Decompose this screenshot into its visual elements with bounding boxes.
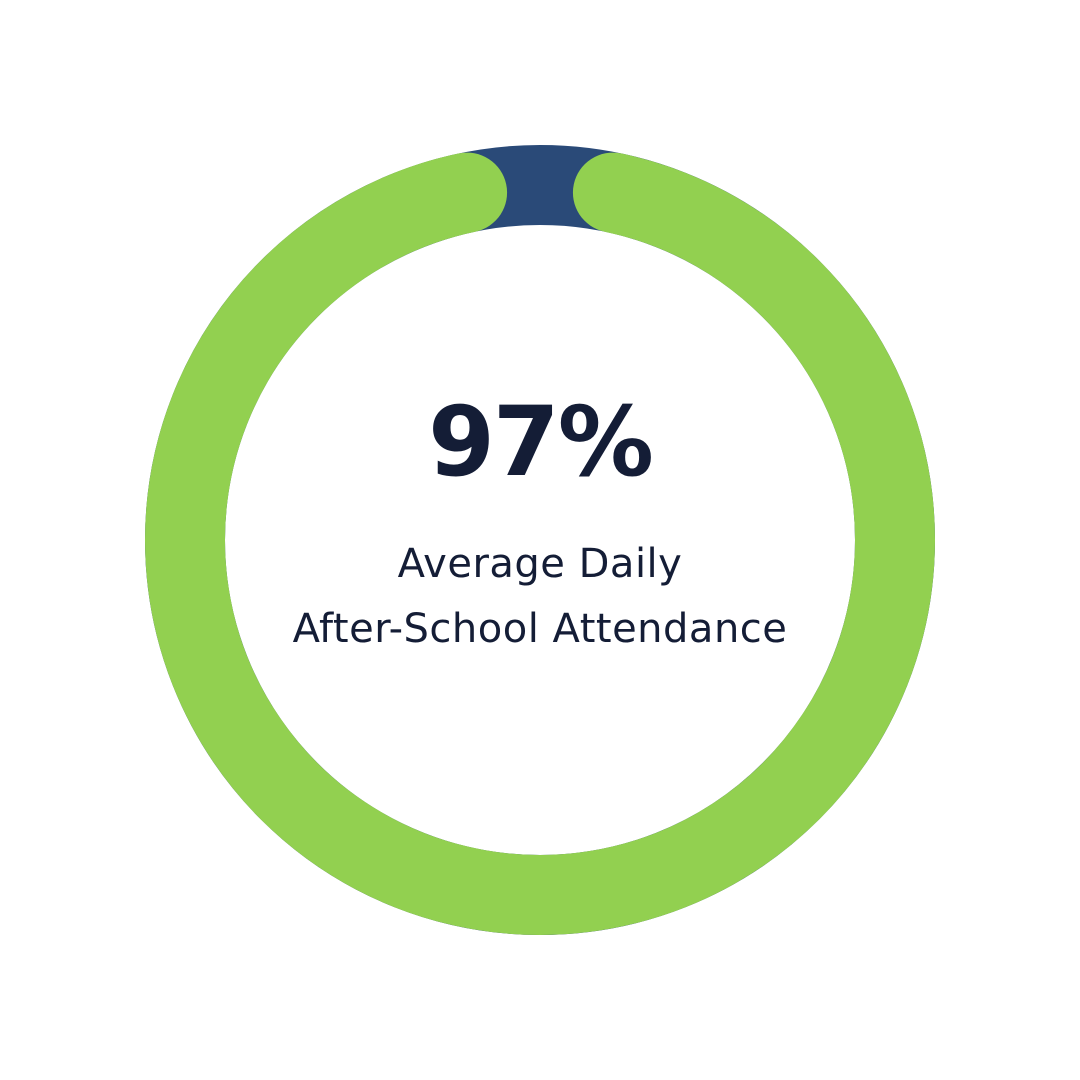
caption-line-1: Average Daily <box>397 541 683 587</box>
caption-line-2: After-School Attendance <box>292 606 788 652</box>
value-label: 97% <box>428 386 654 498</box>
slice-attended <box>145 152 935 935</box>
